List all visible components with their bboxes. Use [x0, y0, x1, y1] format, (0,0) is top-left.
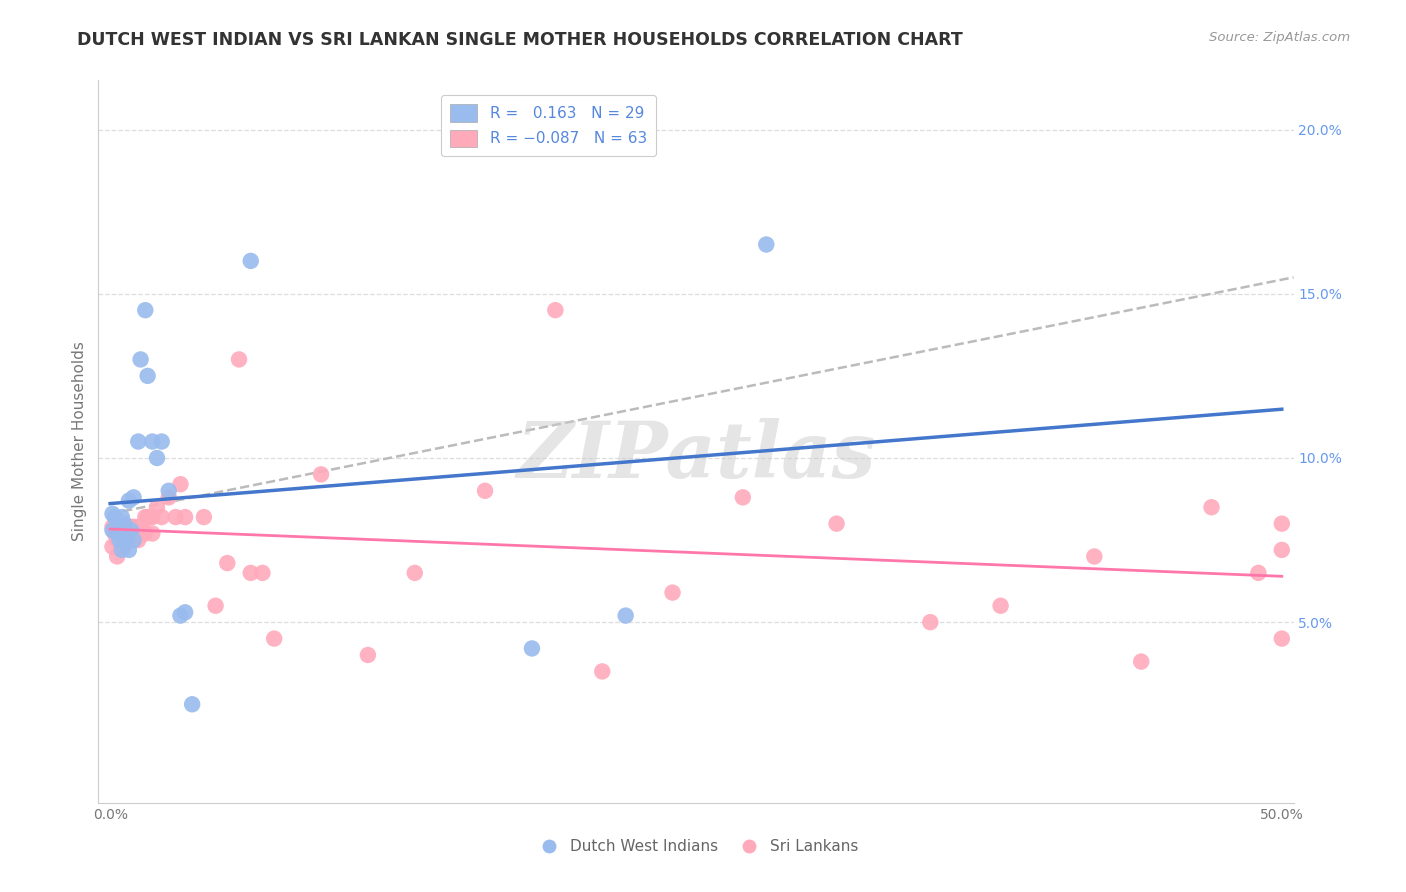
Point [105, 526, 128, 541]
Point [136, 368, 159, 383]
Point [1201, 500, 1223, 515]
Point [112, 520, 135, 534]
Point [105, 533, 128, 547]
Point [134, 510, 156, 524]
Point [118, 542, 141, 557]
Point [129, 520, 152, 534]
Point [825, 516, 848, 531]
Point [120, 533, 142, 547]
Point [1130, 655, 1153, 669]
Point [122, 491, 145, 505]
Point [122, 520, 145, 534]
Point [204, 599, 226, 613]
Point [1247, 566, 1270, 580]
Point [111, 540, 134, 554]
Point [101, 520, 124, 534]
Point [157, 483, 180, 498]
Point [1271, 632, 1294, 646]
Point [111, 510, 134, 524]
Point [474, 483, 496, 498]
Text: ZIPatlas: ZIPatlas [516, 417, 876, 494]
Point [146, 450, 169, 465]
Point [169, 477, 191, 491]
Point [252, 566, 274, 580]
Point [127, 520, 149, 534]
Point [111, 542, 134, 557]
Point [118, 493, 141, 508]
Point [217, 556, 239, 570]
Point [127, 434, 149, 449]
Point [139, 510, 162, 524]
Point [591, 665, 613, 679]
Point [122, 533, 145, 547]
Point [520, 641, 543, 656]
Point [731, 491, 754, 505]
Point [404, 566, 426, 580]
Point [127, 533, 149, 547]
Point [169, 608, 191, 623]
Point [174, 510, 197, 524]
Text: Source: ZipAtlas.com: Source: ZipAtlas.com [1209, 31, 1350, 45]
Point [101, 507, 124, 521]
Legend: Dutch West Indians, Sri Lankans: Dutch West Indians, Sri Lankans [527, 833, 865, 860]
Point [125, 523, 148, 537]
Point [1271, 542, 1294, 557]
Point [990, 599, 1012, 613]
Point [239, 566, 262, 580]
Point [105, 549, 128, 564]
Point [112, 530, 135, 544]
Point [544, 303, 567, 318]
Point [134, 303, 156, 318]
Point [239, 253, 262, 268]
Point [108, 520, 131, 534]
Point [120, 520, 142, 534]
Point [134, 526, 156, 541]
Point [141, 434, 163, 449]
Point [309, 467, 332, 482]
Point [120, 523, 142, 537]
Point [118, 520, 141, 534]
Point [111, 533, 134, 547]
Point [115, 520, 138, 534]
Point [104, 526, 127, 541]
Point [108, 533, 131, 547]
Point [150, 434, 173, 449]
Point [157, 491, 180, 505]
Point [101, 540, 124, 554]
Point [1083, 549, 1105, 564]
Point [115, 533, 138, 547]
Point [193, 510, 215, 524]
Point [614, 608, 637, 623]
Point [181, 698, 204, 712]
Point [263, 632, 285, 646]
Point [228, 352, 250, 367]
Y-axis label: Single Mother Households: Single Mother Households [72, 342, 87, 541]
Point [755, 237, 778, 252]
Point [101, 523, 124, 537]
Point [150, 510, 173, 524]
Point [357, 648, 380, 662]
Text: DUTCH WEST INDIAN VS SRI LANKAN SINGLE MOTHER HOUSEHOLDS CORRELATION CHART: DUTCH WEST INDIAN VS SRI LANKAN SINGLE M… [77, 31, 963, 49]
Point [165, 510, 187, 524]
Point [108, 536, 131, 550]
Point [146, 500, 169, 515]
Point [132, 523, 155, 537]
Point [115, 533, 138, 547]
Point [661, 585, 683, 599]
Point [111, 520, 134, 534]
Point [1271, 516, 1294, 531]
Point [118, 533, 141, 547]
Point [104, 510, 127, 524]
Point [129, 352, 152, 367]
Point [141, 510, 163, 524]
Point [920, 615, 942, 630]
Point [112, 540, 135, 554]
Point [136, 510, 159, 524]
Point [141, 526, 163, 541]
Point [174, 605, 197, 619]
Point [112, 516, 135, 531]
Point [122, 533, 145, 547]
